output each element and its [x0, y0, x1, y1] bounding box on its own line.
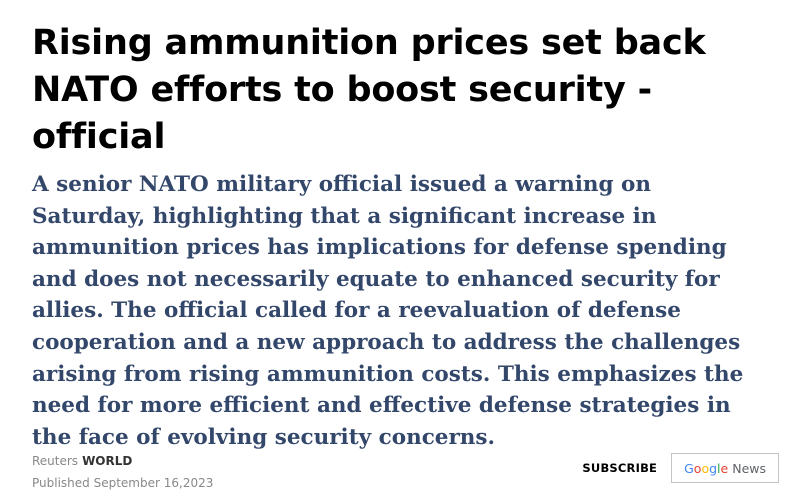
article-meta: Reuters WORLD Published September 16,2023 [32, 450, 213, 494]
article-summary: A senior NATO military official issued a… [32, 172, 744, 450]
subscribe-button[interactable]: SUBSCRIBE [582, 461, 658, 475]
source-name: Reuters [32, 454, 79, 468]
source-line: Reuters WORLD [32, 450, 213, 472]
google-news-label: News [732, 460, 766, 476]
article-actions: SUBSCRIBE Google News [582, 453, 779, 483]
google-news-button[interactable]: Google News [671, 453, 779, 483]
published-date: Published September 16,2023 [32, 476, 214, 490]
article-headline[interactable]: Rising ammunition prices set back NATO e… [32, 23, 706, 157]
section-label[interactable]: WORLD [82, 454, 133, 468]
google-logo: Google [684, 460, 729, 476]
